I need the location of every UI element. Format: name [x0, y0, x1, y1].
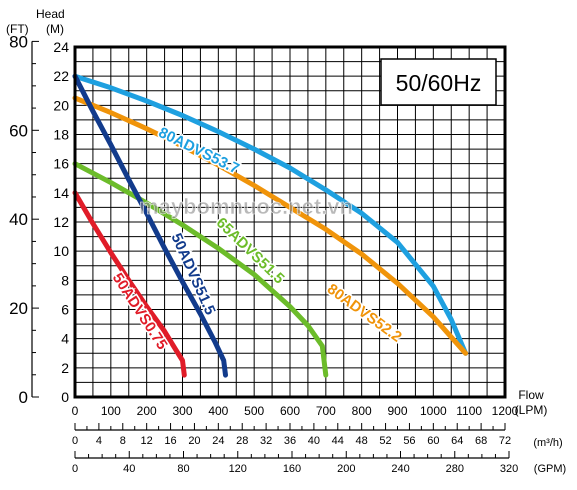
y-tick-label-m: 2 [61, 360, 69, 376]
x-tick-label-m3h: 0 [72, 435, 78, 447]
x-tick-label-gpm: 200 [337, 463, 355, 475]
x-tick-label-gpm: 280 [446, 463, 464, 475]
x-tick-label-lpm: 200 [137, 404, 157, 418]
x-tick-label-m3h: 12 [141, 435, 153, 447]
x-tick-label-m3h: 20 [188, 435, 200, 447]
x-tick-label-gpm: 80 [177, 463, 189, 475]
x-tick-label-m3h: 48 [356, 435, 368, 447]
y-tick-label-m: 24 [53, 39, 69, 55]
watermark: maybomnuoc.net.vn [139, 194, 353, 219]
x-tick-label-m3h: 28 [236, 435, 248, 447]
head-label: Head [36, 7, 65, 21]
x-tick-label-m3h: 32 [260, 435, 272, 447]
x-tick-label-gpm: 240 [391, 463, 409, 475]
x-tick-label-lpm: 300 [172, 404, 192, 418]
y-tick-label-m: 12 [53, 214, 69, 230]
y-tick-label-ft: 40 [9, 210, 28, 229]
curves [72, 73, 469, 378]
series-label-80advs52-2: 80ADVS52.2 [324, 281, 405, 346]
x-tick-label-lpm: 100 [101, 404, 121, 418]
curve-50advs51-5 [72, 73, 228, 378]
x-tick-label-m3h: 36 [284, 435, 296, 447]
y-tick-label-ft: 0 [19, 388, 28, 407]
x-tick-label-lpm: 900 [387, 404, 407, 418]
curve-labels: 80ADVS53.780ADVS52.265ADVS51.550ADVS51.5… [107, 123, 406, 355]
flow-label: Flow [518, 388, 544, 402]
frequency-box [380, 58, 497, 106]
x-tick-label-m3h: 8 [120, 435, 126, 447]
y-tick-label-m: 20 [53, 97, 69, 113]
lpm-unit-label: (LPM) [515, 403, 548, 417]
y-tick-label-m: 4 [61, 331, 69, 347]
y-tick-label-m: 18 [53, 127, 69, 143]
plot-border [73, 45, 507, 399]
x-tick-label-lpm: 1000 [420, 404, 447, 418]
curve-80advs52-2 [72, 95, 469, 356]
x-tick-label-lpm: 1200 [492, 404, 519, 418]
y-tick-label-m: 0 [61, 389, 69, 405]
x-tick-label-m3h: 72 [499, 435, 511, 447]
y-tick-label-ft: 20 [9, 299, 28, 318]
x-tick-label-gpm: 0 [72, 463, 78, 475]
x-tick-label-m3h: 68 [475, 435, 487, 447]
x-tick-label-m3h: 40 [308, 435, 320, 447]
y-tick-label-ft: 60 [9, 121, 28, 140]
y-tick-label-m: 22 [53, 68, 69, 84]
x-tick-label-lpm: 500 [244, 404, 264, 418]
x-tick-label-lpm: 400 [208, 404, 228, 418]
m3h-unit-label: (m³/h) [533, 437, 562, 449]
m-unit-label: (M) [46, 22, 64, 36]
ft-unit-label: (FT) [6, 22, 29, 36]
x-tick-label-lpm: 800 [352, 404, 372, 418]
x-tick-label-gpm: 120 [229, 463, 247, 475]
x-tick-label-m3h: 44 [332, 435, 344, 447]
x-tick-label-m3h: 60 [427, 435, 439, 447]
curve-65advs51-5 [72, 161, 329, 378]
series-label-80advs53-7: 80ADVS53.7 [156, 124, 242, 178]
x-tick-label-gpm: 320 [500, 463, 518, 475]
x-tick-label-lpm: 0 [72, 404, 79, 418]
x-tick-label-lpm: 700 [316, 404, 336, 418]
series-label-50advs0-75: 50ADVS0.75 [109, 270, 171, 353]
x-tick-label-m3h: 56 [403, 435, 415, 447]
x-tick-label-gpm: 160 [283, 463, 301, 475]
x-tick-label-m3h: 4 [96, 435, 102, 447]
curve-80advs53-7 [72, 73, 469, 356]
frequency-label: 50/60Hz [396, 70, 482, 96]
x-tick-label-m3h: 16 [164, 435, 176, 447]
x-tick-label-lpm: 600 [280, 404, 300, 418]
y-tick-label-m: 14 [53, 185, 69, 201]
x-tick-label-m3h: 52 [379, 435, 391, 447]
curve-50advs0-75 [72, 190, 187, 378]
y-tick-label-m: 16 [53, 156, 69, 172]
x-tick-label-gpm: 40 [123, 463, 135, 475]
x-tick-label-lpm: 1100 [456, 404, 482, 418]
x-tick-label-m3h: 24 [212, 435, 224, 447]
gpm-unit-label: (GPM) [534, 463, 566, 475]
y-tick-label-m: 8 [61, 272, 69, 288]
x-tick-label-m3h: 64 [451, 435, 463, 447]
y-tick-label-m: 10 [53, 243, 69, 259]
y-tick-label-m: 6 [61, 302, 69, 318]
y-tick-label-ft: 80 [9, 32, 28, 51]
